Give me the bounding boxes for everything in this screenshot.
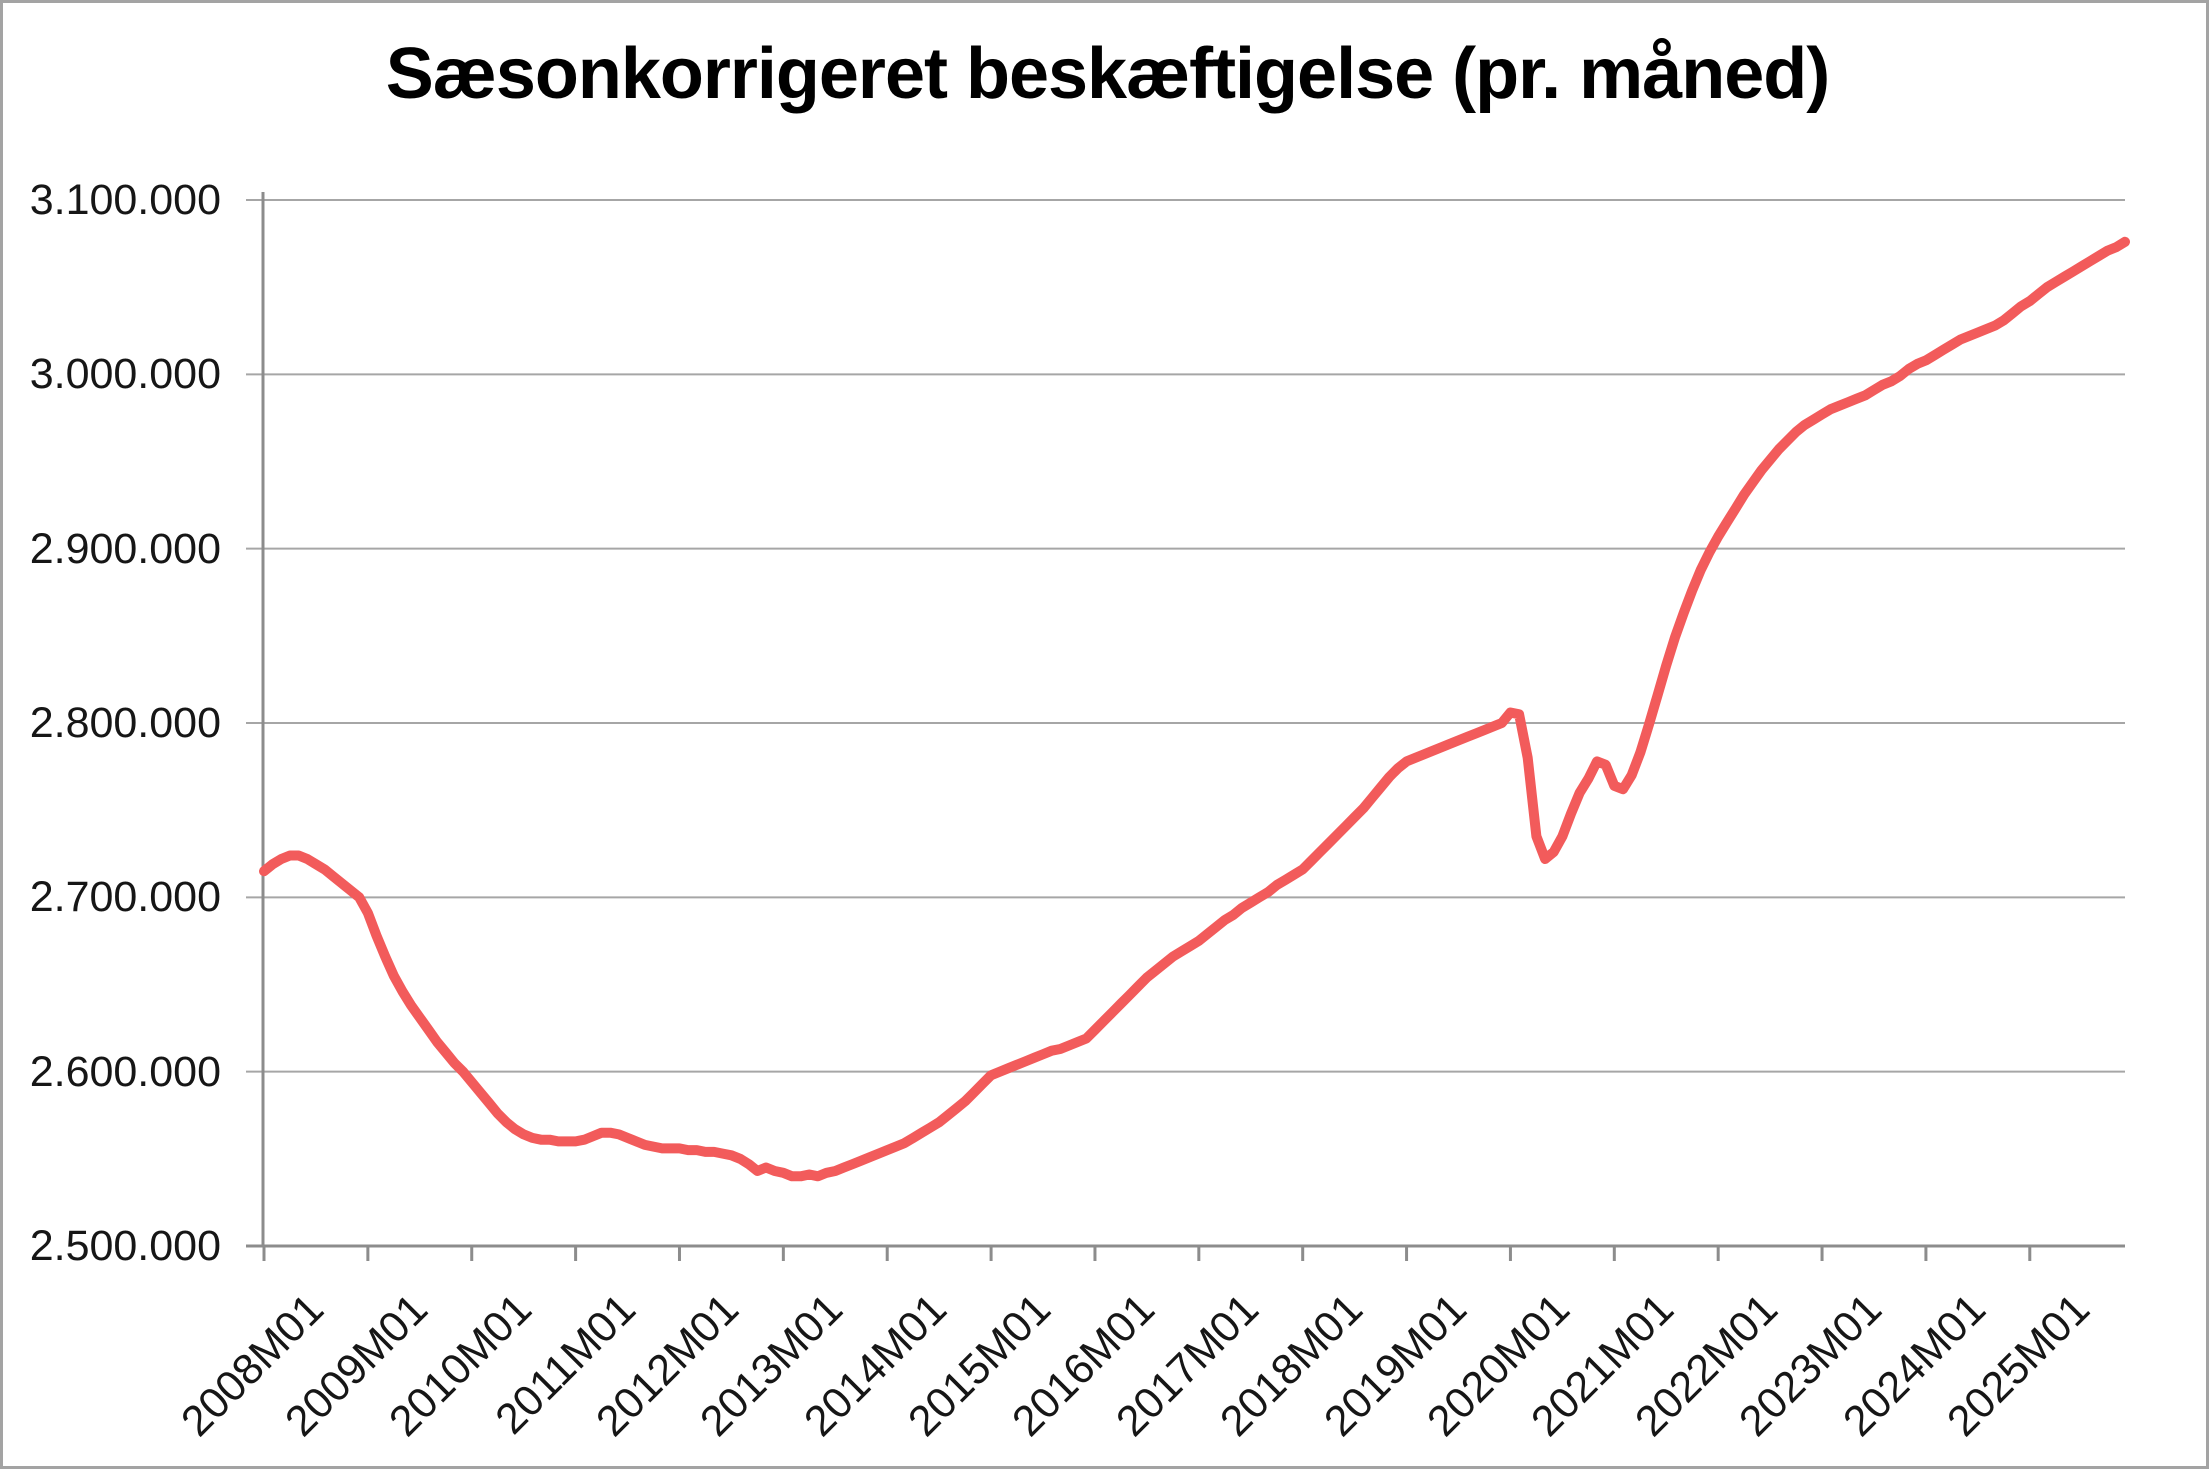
employment-line: [259, 236, 2130, 1182]
y-axis-tick-label: 2.800.000: [29, 699, 221, 747]
y-axis-tick-label: 2.600.000: [29, 1047, 221, 1096]
y-axis-tick-label: 2.700.000: [29, 873, 221, 922]
y-axis-tick-label: 3.000.000: [29, 350, 221, 399]
y-axis-tick-label: 2.900.000: [29, 524, 221, 573]
y-axis-tick-label: 3.100.000: [29, 176, 221, 224]
chart-title: Sæsonkorrigeret beskæftigelse (pr. måned…: [385, 34, 1830, 114]
plot-area: [246, 192, 2130, 1261]
y-axis-tick-label: 2.500.000: [29, 1222, 221, 1270]
